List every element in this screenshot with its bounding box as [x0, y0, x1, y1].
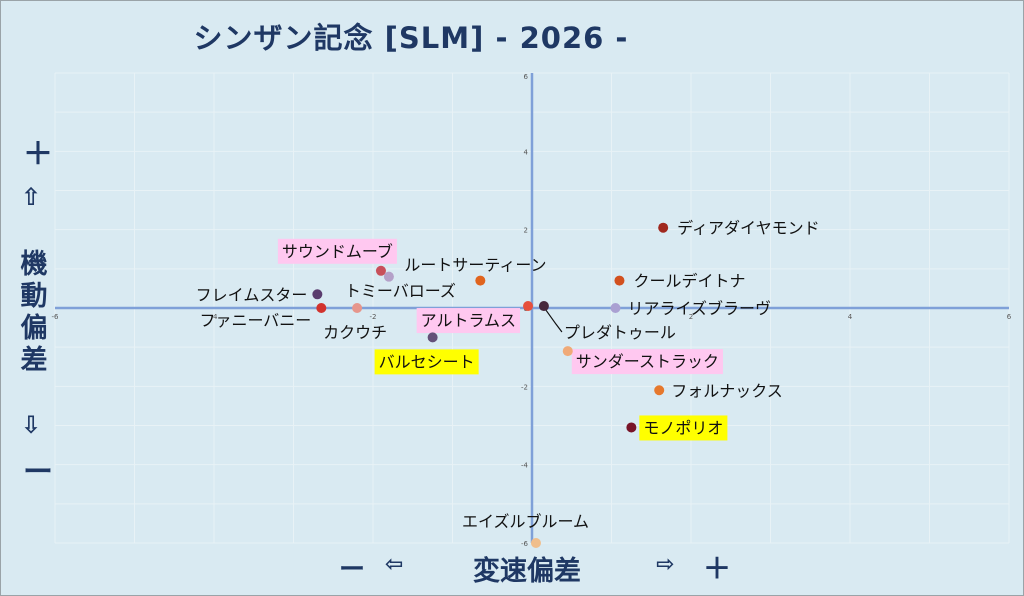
point-label: リアライズブラーヴ: [627, 299, 771, 318]
x-tick-label: 4: [848, 313, 853, 321]
data-point: [562, 346, 573, 357]
x-tick-label: 2: [689, 313, 693, 321]
point-label: サンダーストラック: [576, 352, 719, 371]
y-axis-minus-sign: ー: [23, 455, 53, 490]
x-tick-label: -4: [211, 313, 219, 321]
x-axis-left-arrow-icon: ⇦: [385, 552, 404, 577]
data-point: [530, 538, 541, 548]
data-point: [316, 303, 327, 313]
label-highlight-box: [277, 238, 397, 264]
y-tick-label: -6: [521, 540, 529, 548]
label-highlight-box: [571, 349, 723, 375]
y-tick-label: 2: [524, 227, 528, 235]
chart-title: シンザン記念 [SLM] - 2026 -: [193, 21, 629, 55]
label-highlight-box: [416, 308, 521, 334]
data-points: [312, 222, 669, 548]
data-point: [523, 301, 534, 312]
data-point: [654, 385, 665, 396]
x-axis-plus-sign: ＋: [703, 552, 732, 585]
data-point: [538, 301, 549, 312]
data-point: [658, 222, 669, 233]
point-label: ディアダイヤモンド: [677, 219, 819, 238]
data-point: [383, 271, 394, 282]
data-point: [614, 275, 625, 286]
data-point: [352, 303, 363, 313]
y-tick-label: -4: [521, 462, 529, 470]
x-axis-minus-sign: ー: [339, 555, 366, 585]
highlighted-label: モノポリオ: [639, 415, 728, 441]
point-label: ルートサーティーン: [404, 256, 546, 275]
point-label: フレイムスター: [196, 285, 308, 304]
y-axis-up-arrow-icon: ⇧: [21, 183, 42, 211]
point-label: アルトラムス: [421, 311, 516, 330]
point-label: フォルナックス: [671, 381, 783, 400]
label-highlight-box: [639, 415, 728, 441]
data-point: [610, 303, 621, 313]
y-axis-plus-sign: ＋: [23, 137, 53, 172]
label-highlight-box: [374, 349, 479, 375]
data-point: [427, 332, 438, 343]
data-point: [475, 275, 486, 286]
point-label: バルセシート: [379, 352, 475, 371]
data-point: [626, 422, 637, 433]
data-point: [312, 289, 323, 300]
y-tick-label: -2: [521, 383, 528, 391]
point-label: サウンドムーブ: [282, 242, 393, 261]
x-axis-right-arrow-icon: ⇨: [656, 552, 675, 577]
point-label: カクウチ: [323, 323, 387, 342]
y-axis-label: 機動偏差: [20, 249, 48, 376]
point-label: ファニーバニー: [199, 311, 311, 330]
label-leader-line: [545, 309, 563, 333]
x-tick-label: 6: [1007, 313, 1012, 321]
y-tick-label: 6: [524, 73, 529, 81]
highlighted-label: アルトラムス: [416, 308, 521, 334]
x-axis-label: 変速偏差: [473, 556, 581, 587]
y-tick-label: 4: [524, 148, 529, 156]
x-tick-label: -2: [370, 313, 377, 321]
point-label: モノポリオ: [643, 418, 723, 437]
point-label: エイズルブルーム: [462, 512, 589, 531]
y-axis-down-arrow-icon: ⇩: [21, 411, 42, 439]
highlighted-label: サンダーストラック: [571, 349, 723, 375]
x-tick-label: -6: [52, 313, 60, 321]
data-point: [375, 265, 386, 276]
highlighted-label: バルセシート: [374, 349, 479, 375]
point-label: クールデイトナ: [633, 272, 745, 291]
highlighted-label: サウンドムーブ: [277, 238, 397, 264]
point-label: トミーバローズ: [345, 282, 456, 301]
point-label: プレダトゥール: [564, 323, 676, 342]
